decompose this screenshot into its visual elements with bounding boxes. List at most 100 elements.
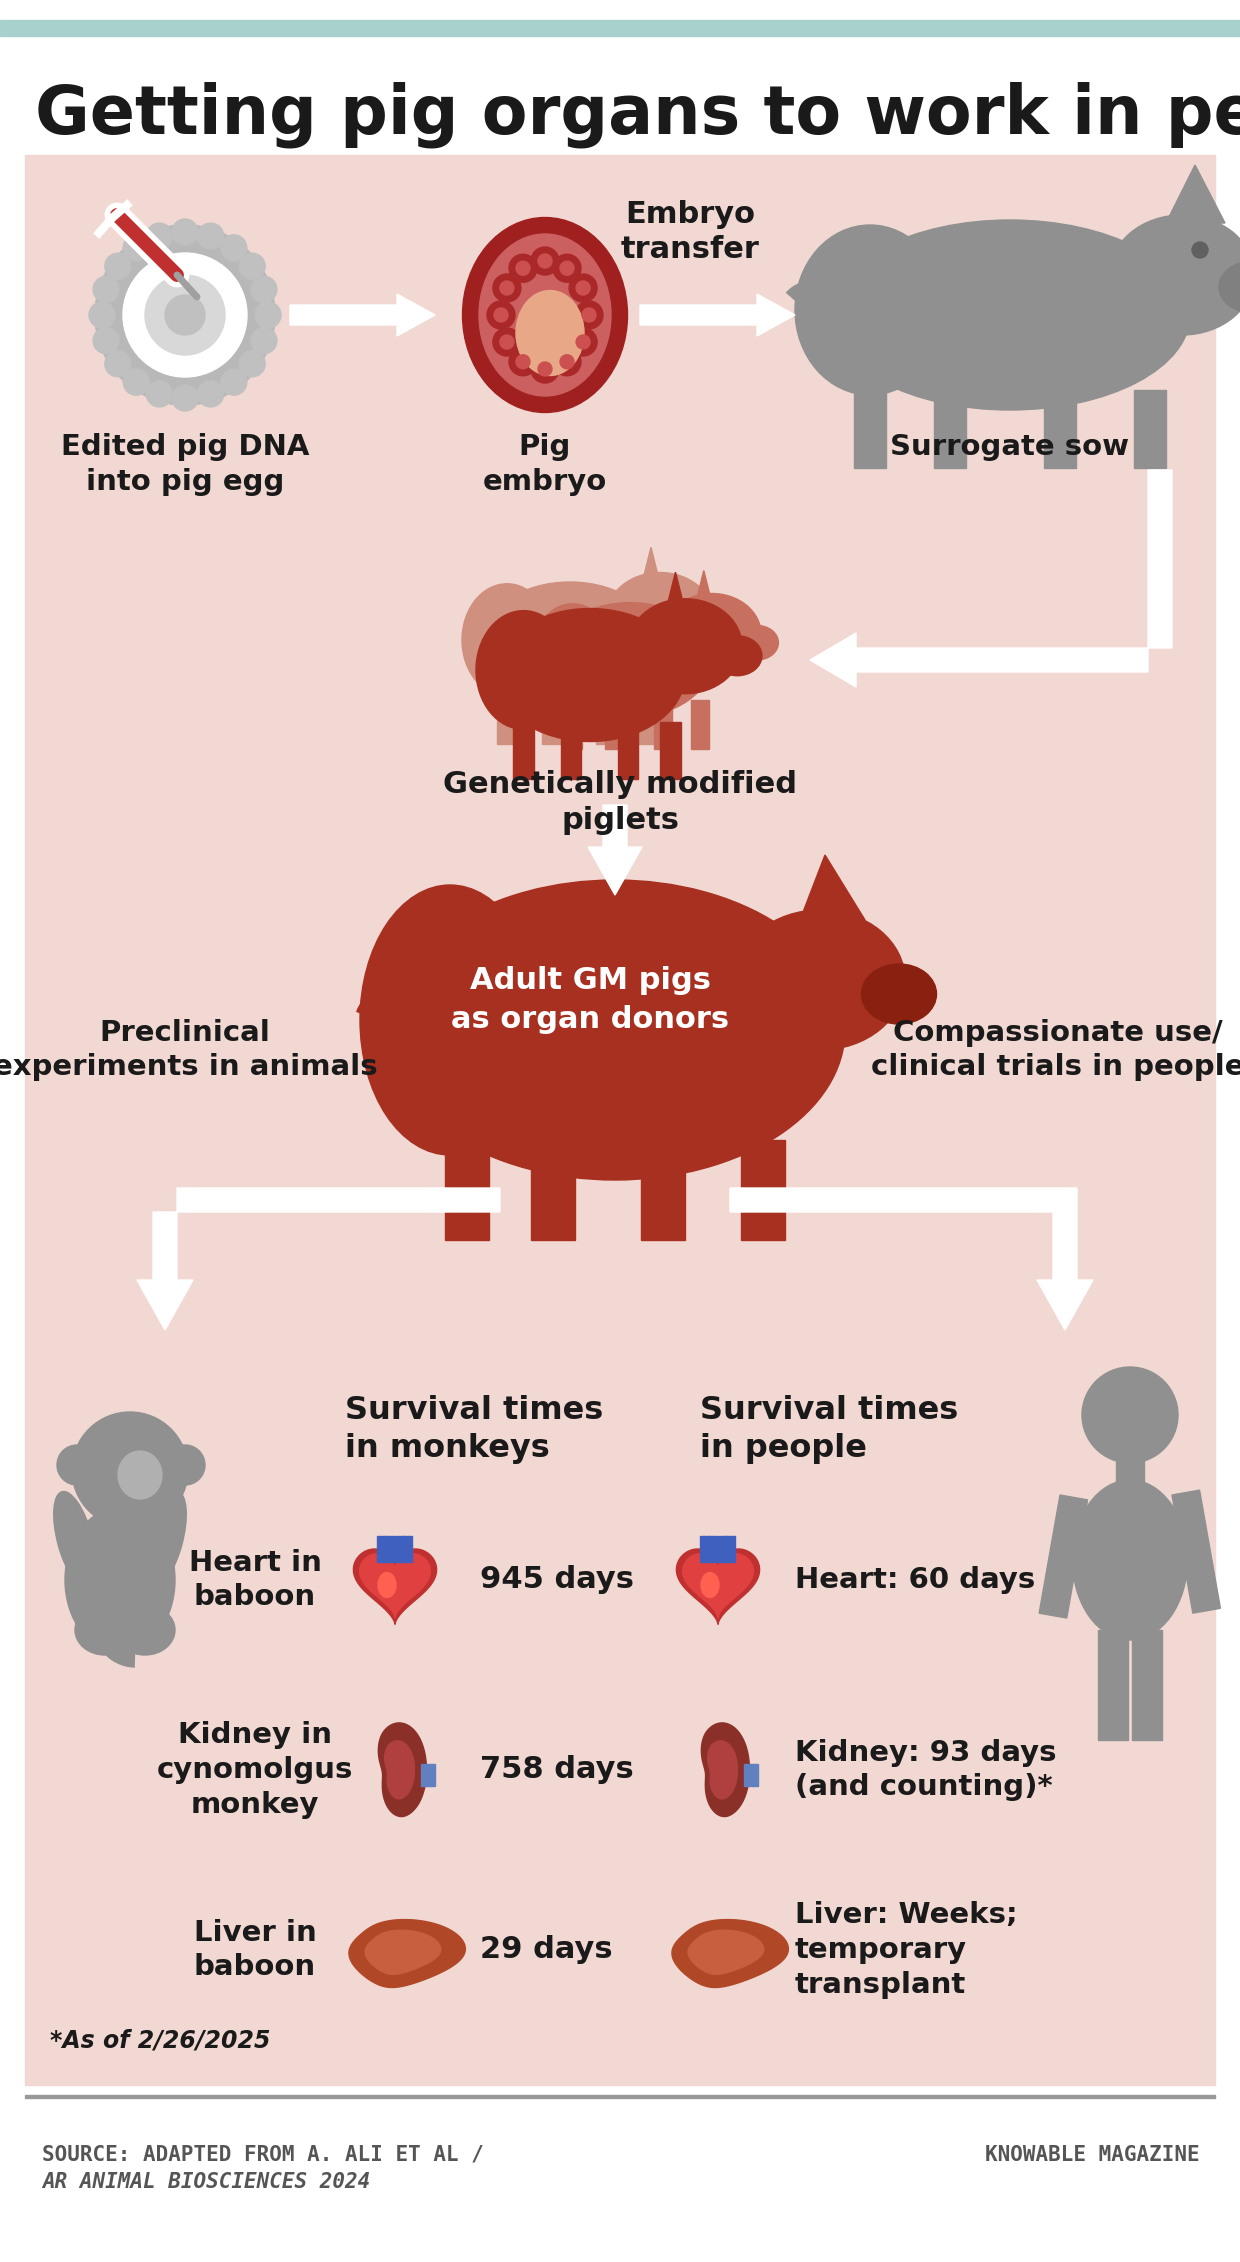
Bar bbox=[531, 1140, 575, 1240]
Circle shape bbox=[516, 355, 529, 369]
Text: Survival times
in people: Survival times in people bbox=[701, 1396, 959, 1464]
Polygon shape bbox=[665, 572, 687, 618]
Polygon shape bbox=[730, 1188, 1092, 1330]
Ellipse shape bbox=[53, 1491, 97, 1588]
Text: Embryo
transfer: Embryo transfer bbox=[620, 199, 759, 265]
Circle shape bbox=[516, 260, 529, 276]
Bar bbox=[1132, 1631, 1162, 1739]
Polygon shape bbox=[384, 1742, 414, 1798]
Bar bbox=[691, 701, 709, 749]
Bar bbox=[1097, 1631, 1128, 1739]
Circle shape bbox=[575, 301, 603, 328]
Bar bbox=[636, 690, 656, 744]
Bar bbox=[718, 1536, 727, 1561]
Polygon shape bbox=[672, 1920, 789, 1988]
Ellipse shape bbox=[713, 636, 761, 676]
Ellipse shape bbox=[735, 909, 905, 1050]
Ellipse shape bbox=[479, 233, 611, 396]
Bar bbox=[618, 722, 639, 778]
Circle shape bbox=[250, 276, 277, 303]
Circle shape bbox=[569, 274, 598, 303]
Ellipse shape bbox=[735, 627, 779, 661]
Polygon shape bbox=[810, 470, 1172, 688]
Circle shape bbox=[93, 276, 119, 303]
Bar bbox=[1116, 1459, 1145, 1500]
Polygon shape bbox=[800, 855, 866, 921]
Circle shape bbox=[146, 380, 172, 407]
Polygon shape bbox=[683, 1554, 754, 1617]
Ellipse shape bbox=[115, 1606, 175, 1656]
Bar bbox=[653, 701, 672, 749]
Ellipse shape bbox=[686, 608, 733, 645]
Text: Liver: Weeks;
temporary
transplant: Liver: Weeks; temporary transplant bbox=[795, 1902, 1018, 2000]
Bar bbox=[497, 690, 517, 744]
Text: Survival times
in monkeys: Survival times in monkeys bbox=[345, 1396, 603, 1464]
Circle shape bbox=[89, 303, 115, 328]
Circle shape bbox=[221, 369, 247, 396]
Ellipse shape bbox=[1219, 260, 1240, 312]
Circle shape bbox=[172, 219, 198, 244]
Bar bbox=[513, 722, 534, 778]
Ellipse shape bbox=[548, 602, 712, 717]
Circle shape bbox=[221, 235, 247, 260]
Ellipse shape bbox=[384, 880, 844, 1181]
Circle shape bbox=[569, 328, 598, 355]
Text: Getting pig organs to work in people: Getting pig organs to work in people bbox=[35, 81, 1240, 149]
Circle shape bbox=[1192, 242, 1208, 258]
Ellipse shape bbox=[378, 1572, 396, 1597]
Text: *As of 2/26/2025: *As of 2/26/2025 bbox=[50, 2029, 270, 2052]
Ellipse shape bbox=[118, 1450, 162, 1500]
Polygon shape bbox=[640, 294, 795, 337]
Circle shape bbox=[487, 301, 515, 328]
Circle shape bbox=[500, 335, 513, 348]
Bar bbox=[563, 701, 582, 749]
Text: Surrogate sow: Surrogate sow bbox=[890, 432, 1130, 461]
Ellipse shape bbox=[830, 219, 1190, 409]
Bar bbox=[725, 1536, 735, 1561]
Circle shape bbox=[492, 328, 521, 355]
Text: 29 days: 29 days bbox=[480, 1936, 613, 1963]
Circle shape bbox=[123, 369, 149, 396]
Bar bbox=[384, 1536, 394, 1561]
Circle shape bbox=[95, 224, 275, 405]
Text: Pig
embryo: Pig embryo bbox=[482, 432, 608, 495]
Polygon shape bbox=[353, 1549, 436, 1624]
Bar bbox=[742, 1140, 785, 1240]
Circle shape bbox=[553, 253, 582, 283]
Circle shape bbox=[500, 280, 513, 294]
Text: Heart in
baboon: Heart in baboon bbox=[188, 1549, 321, 1611]
Bar bbox=[422, 1764, 435, 1787]
Text: Kidney in
cynomolgus
monkey: Kidney in cynomolgus monkey bbox=[156, 1721, 353, 1819]
Bar bbox=[854, 389, 887, 468]
Polygon shape bbox=[688, 1929, 764, 1975]
Bar bbox=[445, 1140, 489, 1240]
Bar bbox=[708, 1536, 717, 1561]
Circle shape bbox=[93, 328, 119, 353]
Circle shape bbox=[531, 355, 559, 382]
Bar bbox=[542, 690, 562, 744]
Ellipse shape bbox=[360, 884, 539, 1156]
Circle shape bbox=[538, 253, 552, 267]
Text: Edited pig DNA
into pig egg: Edited pig DNA into pig egg bbox=[61, 432, 309, 495]
Circle shape bbox=[577, 335, 590, 348]
Bar bbox=[396, 1536, 404, 1561]
Bar bbox=[560, 722, 582, 778]
Polygon shape bbox=[708, 1742, 738, 1798]
Bar bbox=[701, 1536, 709, 1561]
Bar bbox=[1135, 389, 1166, 468]
Circle shape bbox=[492, 274, 521, 303]
Text: 945 days: 945 days bbox=[480, 1565, 634, 1595]
Polygon shape bbox=[1166, 165, 1225, 224]
Bar bbox=[377, 1536, 386, 1561]
Bar bbox=[25, 2095, 1215, 2097]
Bar bbox=[25, 156, 1215, 2086]
Ellipse shape bbox=[606, 572, 714, 663]
Ellipse shape bbox=[495, 608, 684, 742]
Polygon shape bbox=[676, 1549, 760, 1624]
Bar bbox=[1044, 389, 1076, 468]
Circle shape bbox=[145, 276, 224, 355]
Circle shape bbox=[553, 348, 582, 375]
Text: AR ANIMAL BIOSCIENCES 2024: AR ANIMAL BIOSCIENCES 2024 bbox=[42, 2172, 371, 2192]
Text: Genetically modified
piglets: Genetically modified piglets bbox=[443, 769, 797, 835]
Polygon shape bbox=[702, 1724, 749, 1816]
